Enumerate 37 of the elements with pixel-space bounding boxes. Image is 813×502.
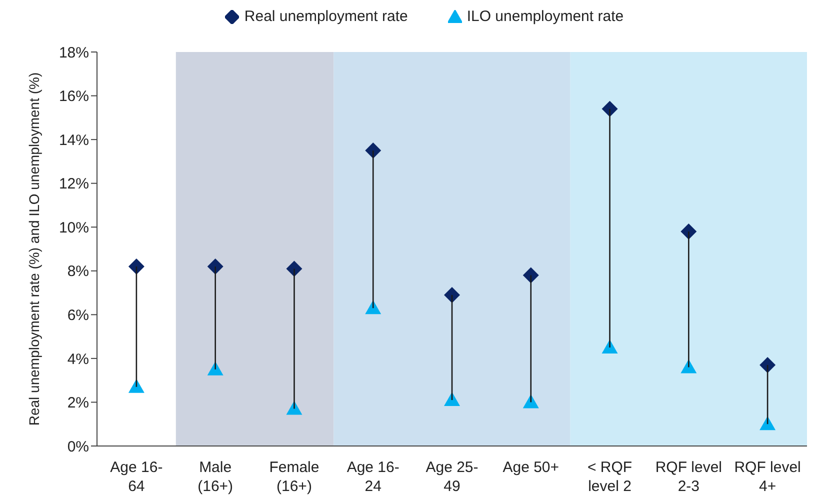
x-tick-label: RQF level 2-3: [655, 459, 722, 495]
point: [602, 340, 618, 354]
y-tick-label: 14%: [58, 132, 89, 149]
point: [680, 223, 697, 240]
y-tick-label: 4%: [67, 350, 89, 368]
point: [444, 286, 460, 303]
x-tick-label: Age 50+: [502, 459, 560, 476]
x-tick-label: Age 16- 64: [110, 459, 163, 495]
x-tick-label: RQF level 4+: [734, 459, 801, 495]
point: [760, 357, 776, 374]
point: [286, 400, 302, 415]
y-tick-label: 8%: [67, 263, 89, 280]
point: [128, 258, 144, 275]
y-tick-label: 12%: [58, 176, 89, 193]
y-tick-label: 18%: [58, 44, 89, 62]
legend-label: ILO unemployment rate: [466, 8, 624, 25]
x-tick-label: < RQF level 2: [587, 459, 632, 495]
point: [444, 392, 460, 406]
legend-label: Real unemployment rate: [243, 8, 408, 25]
point: [760, 416, 776, 430]
x-tick-label: Male (16+): [198, 459, 234, 495]
point: [207, 361, 224, 376]
point: [522, 267, 539, 284]
y-tick-label: 6%: [67, 306, 89, 324]
y-axis-title: Real unemployment rate (%) and ILO unemployment (%): [26, 72, 42, 426]
point: [602, 100, 618, 117]
x-tick-label: Age 25- 49: [426, 459, 478, 495]
y-tick-label: 10%: [58, 219, 89, 236]
point: [207, 258, 224, 275]
x-tick-label: Female (16+): [269, 459, 320, 495]
point: [365, 142, 382, 158]
point: [128, 378, 144, 393]
point: [286, 260, 302, 277]
y-tick-label: 0%: [67, 438, 89, 456]
y-tick-label: 2%: [67, 394, 89, 412]
y-tick-label: 16%: [58, 88, 89, 106]
x-tick-label: Age 16- 24: [346, 459, 400, 495]
